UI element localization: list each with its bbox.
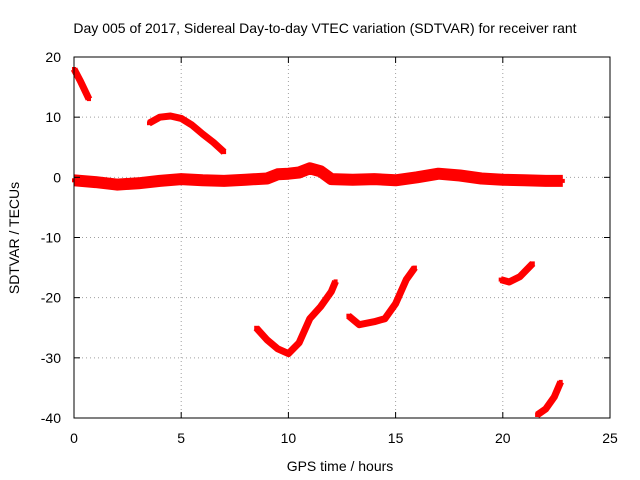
data-point xyxy=(265,176,269,181)
data-point xyxy=(286,351,291,356)
data-point xyxy=(265,337,269,342)
data-point xyxy=(275,346,280,351)
data-point xyxy=(372,319,377,324)
y-tick-label: -30 xyxy=(41,350,61,366)
series-arc-4 xyxy=(346,265,418,329)
data-point xyxy=(535,413,540,417)
grid xyxy=(73,56,611,419)
data-point xyxy=(350,177,355,182)
x-tick-label: 5 xyxy=(177,430,185,446)
data-point xyxy=(498,277,503,282)
data-point xyxy=(329,177,334,182)
y-axis-label: SDTVAR / TECUs xyxy=(6,182,22,294)
data-point xyxy=(157,178,162,183)
data-point xyxy=(200,132,205,136)
data-point xyxy=(560,178,565,183)
data-point xyxy=(168,114,173,118)
series-arc-2 xyxy=(147,112,227,155)
data-point xyxy=(307,166,312,171)
data-point xyxy=(393,178,398,183)
series-arc-6 xyxy=(535,380,564,418)
data-point xyxy=(243,177,248,182)
x-tick-label: 25 xyxy=(602,430,618,446)
data-point xyxy=(318,169,323,174)
data-point xyxy=(200,178,205,183)
data-point xyxy=(382,316,387,321)
data-point xyxy=(297,170,302,175)
x-tick-label: 20 xyxy=(495,430,511,446)
data-point xyxy=(179,177,184,182)
data-point xyxy=(222,150,227,155)
data-point xyxy=(114,182,119,187)
data-point xyxy=(415,175,419,180)
data-point xyxy=(507,280,512,284)
series-arc-5 xyxy=(499,260,536,286)
data-point xyxy=(479,176,484,181)
data-point xyxy=(297,340,302,345)
x-tick-label: 10 xyxy=(281,430,297,446)
data-point xyxy=(500,177,505,182)
y-tick-label: -10 xyxy=(41,230,61,246)
data-point xyxy=(522,178,527,183)
y-tick-label: 0 xyxy=(53,169,61,185)
data-point xyxy=(211,140,216,145)
data-point xyxy=(222,178,227,183)
data-point xyxy=(189,123,194,127)
data-point xyxy=(530,261,535,266)
data-point xyxy=(93,180,98,185)
x-axis-label: GPS time / hours xyxy=(287,458,394,474)
y-tick-label: -20 xyxy=(41,290,61,306)
data-point xyxy=(558,379,563,384)
data-point xyxy=(357,322,362,327)
data-point xyxy=(457,173,462,178)
data-point xyxy=(147,121,151,126)
data-point xyxy=(552,394,557,399)
data-point xyxy=(157,115,162,120)
data-point xyxy=(393,301,398,306)
series-arc-3 xyxy=(253,280,339,358)
x-tick-label: 0 xyxy=(70,430,78,446)
ticks: 0 5 10 15 20 25 -40 -30 -20 -10 0 10 20 xyxy=(41,49,618,446)
data-point xyxy=(87,97,91,102)
data-point xyxy=(436,171,441,176)
data-point xyxy=(78,79,83,84)
series-group xyxy=(70,67,565,418)
data-point xyxy=(318,304,323,309)
data-point xyxy=(179,116,184,121)
data-point xyxy=(412,265,417,270)
data-point xyxy=(346,313,351,318)
y-tick-label: -40 xyxy=(41,410,61,426)
data-point xyxy=(275,172,280,177)
data-point xyxy=(333,279,338,284)
chart-title: Day 005 of 2017, Sidereal Day-to-day VTE… xyxy=(73,20,576,36)
data-point xyxy=(254,325,259,330)
data-point xyxy=(372,177,377,182)
data-point xyxy=(518,274,522,279)
y-tick-label: 20 xyxy=(45,49,61,65)
data-point xyxy=(329,289,334,294)
data-point xyxy=(307,316,312,321)
x-tick-label: 15 xyxy=(388,430,404,446)
series-arc-1 xyxy=(70,67,93,101)
data-point xyxy=(543,407,548,411)
data-point xyxy=(136,181,141,186)
data-point xyxy=(404,277,409,282)
series-main-band xyxy=(73,162,563,191)
data-point xyxy=(286,171,291,176)
data-point xyxy=(543,178,548,183)
y-tick-label: 10 xyxy=(45,109,61,125)
